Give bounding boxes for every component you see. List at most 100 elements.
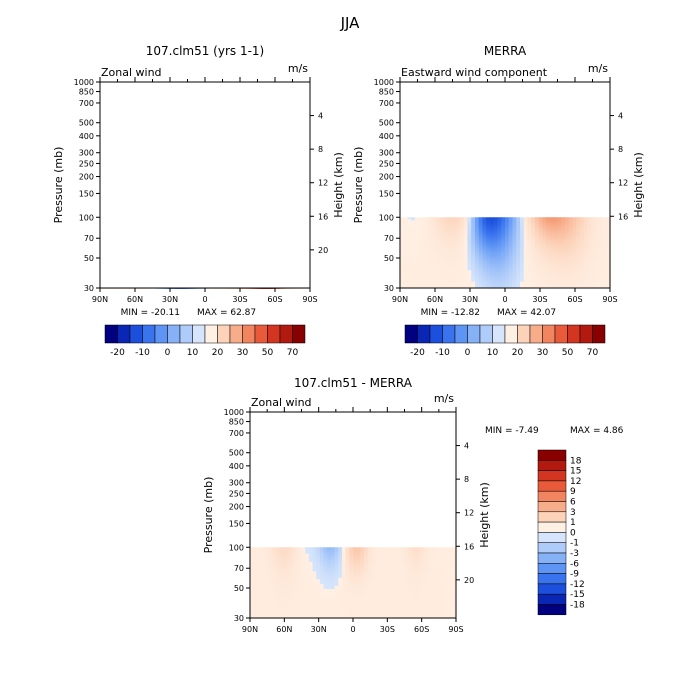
field-cell xyxy=(546,225,551,228)
field-cell xyxy=(508,273,514,276)
field-cell xyxy=(576,230,581,233)
field-cell xyxy=(505,246,510,249)
x-tick-label: 60N xyxy=(127,295,143,304)
field-cell xyxy=(422,249,427,252)
field-cell xyxy=(460,260,465,263)
panel-title: 107.clm51 (yrs 1-1) xyxy=(146,44,265,58)
field-cell xyxy=(463,236,469,239)
field-cell xyxy=(580,242,585,246)
field-cell xyxy=(478,259,484,262)
field-cell xyxy=(512,247,517,251)
field-cell xyxy=(505,244,510,247)
field-cell xyxy=(482,255,487,259)
field-cell xyxy=(505,265,510,268)
field-cell xyxy=(411,242,416,246)
field-cell xyxy=(497,246,502,249)
field-cell xyxy=(595,247,600,251)
field-cell xyxy=(478,234,484,238)
field-cell xyxy=(452,281,457,284)
field-cell xyxy=(576,265,581,268)
field-cell xyxy=(598,230,604,233)
field-cell xyxy=(535,241,540,244)
field-cell xyxy=(550,271,555,275)
field-cell xyxy=(467,223,472,226)
field-cell xyxy=(598,262,604,265)
field-cell xyxy=(583,268,589,271)
field-cell xyxy=(512,236,517,239)
field-cell xyxy=(418,242,424,246)
field-cell xyxy=(486,255,491,259)
field-cell xyxy=(598,271,604,275)
field-cell xyxy=(460,247,465,251)
field-cell xyxy=(418,271,424,275)
field-cell xyxy=(418,257,424,260)
field-cell xyxy=(508,283,514,286)
field-cell xyxy=(482,223,487,226)
field-cell xyxy=(505,273,510,276)
field-cell xyxy=(471,223,476,226)
field-cell xyxy=(561,252,566,255)
field-cell xyxy=(598,251,604,254)
field-cell xyxy=(580,239,585,242)
field-cell xyxy=(437,242,442,246)
field-cell xyxy=(456,270,461,273)
field-cell xyxy=(587,234,592,238)
field-cell xyxy=(591,247,596,251)
field-cell xyxy=(587,267,592,270)
field-cell xyxy=(456,257,461,260)
field-cell xyxy=(445,233,450,236)
field-cell xyxy=(433,267,439,270)
field-cell xyxy=(546,236,551,239)
field-cell xyxy=(430,233,435,236)
height-tick-label: 8 xyxy=(318,145,323,154)
field-cell xyxy=(437,262,442,265)
field-cell xyxy=(561,275,566,278)
field-cell xyxy=(505,275,510,278)
field-cell xyxy=(516,254,521,257)
field-cell xyxy=(418,263,424,267)
field-cell xyxy=(595,231,600,234)
field-cell xyxy=(557,220,562,223)
field-cell xyxy=(576,273,581,276)
field-cell xyxy=(550,223,555,226)
field-cell xyxy=(557,252,562,255)
field-cell xyxy=(441,233,446,236)
field-cell xyxy=(538,220,544,223)
field-cell xyxy=(471,263,476,267)
field-cell xyxy=(437,260,442,263)
field-cell xyxy=(508,262,514,265)
field-cell xyxy=(568,259,574,262)
field-cell xyxy=(523,249,529,252)
field-cell xyxy=(602,252,607,255)
field-cell xyxy=(482,278,487,281)
field-cell xyxy=(572,228,577,231)
field-cell xyxy=(456,262,461,265)
field-cell xyxy=(400,279,405,283)
field-cell xyxy=(557,246,562,249)
field-cell xyxy=(433,284,439,287)
field-cell xyxy=(467,286,472,289)
field-cell xyxy=(572,244,577,247)
field-cell xyxy=(437,259,442,262)
field-cell xyxy=(456,252,461,255)
field-cell xyxy=(568,242,574,246)
field-cell xyxy=(433,268,439,271)
field-cell xyxy=(497,281,502,284)
field-cell xyxy=(490,257,495,260)
y-tick-label: 300 xyxy=(79,149,94,158)
field-cell xyxy=(501,249,506,252)
field-cell xyxy=(595,263,600,267)
field-cell xyxy=(512,241,517,244)
field-cell xyxy=(591,279,596,283)
field-cell xyxy=(520,241,525,244)
field-cell xyxy=(486,238,491,241)
field-cell xyxy=(478,286,484,289)
y-axis-label: Pressure (mb) xyxy=(52,147,65,224)
y-tick-label: 30 xyxy=(84,284,94,293)
field-cell xyxy=(478,263,484,267)
field-cell xyxy=(501,284,506,287)
field-cell xyxy=(422,276,427,279)
field-cell xyxy=(527,249,532,252)
field-cell xyxy=(403,238,409,241)
field-cell xyxy=(415,255,420,259)
